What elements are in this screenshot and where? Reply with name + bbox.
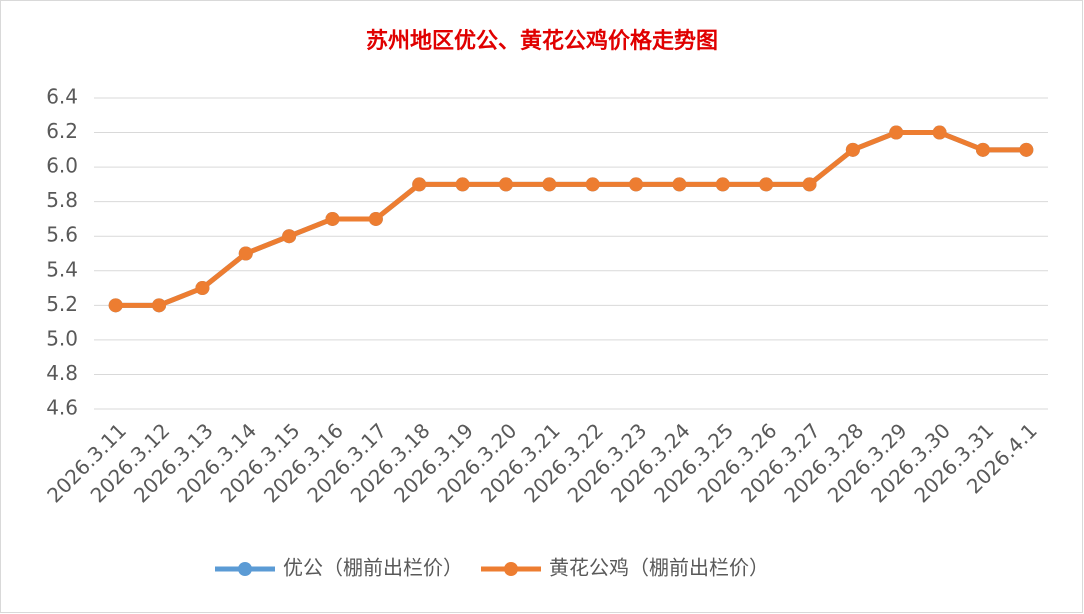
data-point	[542, 177, 557, 192]
legend-marker	[504, 562, 518, 576]
y-tick-label: 4.8	[46, 361, 78, 385]
data-point	[585, 177, 600, 192]
y-tick-label: 6.2	[46, 119, 78, 143]
data-point	[282, 229, 297, 244]
series-line	[115, 130, 1027, 308]
chart-title: 苏州地区优公、黄花公鸡价格走势图	[366, 28, 718, 54]
data-point	[889, 125, 904, 140]
data-point	[845, 142, 860, 157]
legend-label: 黄花公鸡（棚前出栏价）	[549, 556, 769, 580]
data-point	[715, 177, 730, 192]
data-point	[108, 298, 123, 313]
data-point	[802, 177, 817, 192]
legend-label: 优公（棚前出栏价）	[283, 556, 463, 580]
y-tick-label: 6.4	[46, 85, 78, 109]
data-point	[455, 177, 470, 192]
data-point	[932, 125, 947, 140]
data-point	[672, 177, 687, 192]
y-tick-label: 4.6	[46, 396, 78, 420]
data-point	[152, 298, 167, 313]
data-point	[412, 177, 427, 192]
data-point	[498, 177, 513, 192]
y-tick-label: 5.8	[46, 188, 78, 212]
data-point	[325, 211, 340, 226]
y-tick-label: 5.4	[46, 257, 78, 281]
data-point	[238, 246, 253, 261]
y-tick-label: 5.2	[46, 292, 78, 316]
y-tick-label: 5.6	[46, 223, 78, 247]
data-point	[1019, 142, 1034, 157]
y-tick-label: 6.0	[46, 154, 78, 178]
y-tick-label: 5.0	[46, 326, 78, 350]
data-point	[975, 142, 990, 157]
data-point	[629, 177, 644, 192]
data-point	[195, 281, 210, 296]
data-point	[368, 211, 383, 226]
data-point	[759, 177, 774, 192]
legend-marker	[238, 562, 252, 576]
